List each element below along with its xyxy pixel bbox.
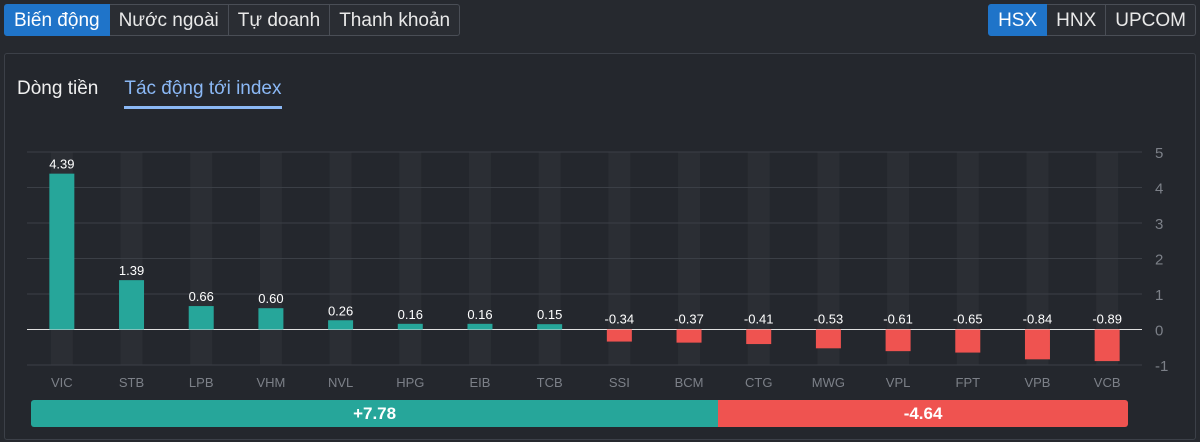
data-label-ssi: -0.34: [605, 312, 635, 327]
bar-vic: [49, 173, 75, 330]
exchange-tabs: HSX HNX UPCOM: [988, 4, 1196, 36]
data-label-hpg: 0.16: [398, 307, 423, 322]
y-tick-label: 2: [1155, 252, 1163, 269]
bar-tcb: [537, 324, 563, 330]
sub-tabs: Dòng tiền Tác động tới index: [17, 78, 282, 109]
bar-vpl: [885, 329, 911, 352]
bar-eib: [467, 323, 493, 330]
bar-mwg: [815, 329, 841, 349]
chart-panel: Dòng tiền Tác động tới index 5 4 3 2 1 0 -1 4.3…: [4, 53, 1196, 440]
x-tick-label-vpb: VPB: [1024, 375, 1050, 390]
y-tick-label: -1: [1155, 358, 1168, 375]
data-label-vcb: -0.89: [1092, 312, 1122, 327]
x-tick-label-ssi: SSI: [609, 375, 630, 390]
bar-hpg: [397, 323, 423, 330]
bar-fpt: [955, 329, 981, 353]
x-tick-label-stb: STB: [119, 375, 144, 390]
exchange-hsx[interactable]: HSX: [988, 4, 1048, 36]
tab-bien-dong[interactable]: Biến động: [4, 4, 110, 36]
total-negative: -4.64: [718, 400, 1128, 427]
bar-bcm: [676, 329, 702, 343]
tab-tu-doanh[interactable]: Tự doanh: [228, 4, 331, 36]
x-tick-label-nvl: NVL: [328, 375, 353, 390]
bar-vhm: [258, 308, 284, 330]
x-tick-label-eib: EIB: [469, 375, 490, 390]
data-label-fpt: -0.65: [953, 312, 983, 327]
data-label-tcb: 0.15: [537, 307, 562, 322]
y-tick-label: 1: [1155, 287, 1163, 304]
index-impact-chart: 5 4 3 2 1 0 -1 4.39 VIC 1.39 STB 0.66 LPB 0.60 VHM 0.26…: [27, 145, 1168, 390]
y-tick-label: 5: [1155, 145, 1163, 162]
bar-ctg: [746, 329, 772, 345]
data-label-nvl: 0.26: [328, 303, 353, 318]
bar-stb: [119, 280, 145, 330]
x-tick-label-tcb: TCB: [537, 375, 563, 390]
bar-ssi: [606, 329, 632, 342]
x-tick-label-fpt: FPT: [956, 375, 981, 390]
y-tick-label: 3: [1155, 216, 1163, 233]
data-label-vic: 4.39: [49, 157, 74, 172]
bar-lpb: [188, 306, 214, 330]
x-tick-label-vic: VIC: [51, 375, 73, 390]
x-tick-label-hpg: HPG: [396, 375, 424, 390]
view-tabs: Biến động Nước ngoài Tự doanh Thanh khoả…: [4, 4, 461, 36]
x-tick-label-vcb: VCB: [1094, 375, 1121, 390]
tab-nuoc-ngoai[interactable]: Nước ngoài: [109, 4, 229, 36]
data-label-stb: 1.39: [119, 263, 144, 278]
exchange-upcom[interactable]: UPCOM: [1106, 4, 1196, 36]
subtab-dong-tien[interactable]: Dòng tiền: [17, 78, 99, 99]
data-label-lpb: 0.66: [189, 289, 214, 304]
x-tick-label-vpl: VPL: [886, 375, 911, 390]
data-label-vhm: 0.60: [258, 291, 283, 306]
data-label-bcm: -0.37: [674, 312, 704, 327]
x-tick-label-vhm: VHM: [256, 375, 285, 390]
total-positive: +7.78: [31, 400, 719, 427]
x-tick-label-mwg: MWG: [812, 375, 845, 390]
tab-thanh-khoan[interactable]: Thanh khoản: [330, 4, 461, 36]
data-label-vpb: -0.84: [1023, 312, 1053, 327]
data-label-mwg: -0.53: [814, 312, 844, 327]
x-tick-label-lpb: LPB: [189, 375, 214, 390]
y-tick-label: 4: [1155, 181, 1163, 198]
data-label-vpl: -0.61: [883, 312, 913, 327]
data-label-ctg: -0.41: [744, 312, 774, 327]
subtab-tac-dong-index[interactable]: Tác động tới index: [124, 78, 282, 109]
exchange-hnx[interactable]: HNX: [1047, 4, 1107, 36]
bar-vcb: [1094, 329, 1120, 362]
x-tick-label-ctg: CTG: [745, 375, 772, 390]
bar-nvl: [328, 320, 354, 330]
totals-bar: +7.78 -4.64: [31, 400, 1128, 427]
x-tick-label-bcm: BCM: [675, 375, 704, 390]
data-label-eib: 0.16: [467, 307, 492, 322]
bar-vpb: [1024, 329, 1050, 360]
y-tick-label: 0: [1155, 323, 1163, 340]
